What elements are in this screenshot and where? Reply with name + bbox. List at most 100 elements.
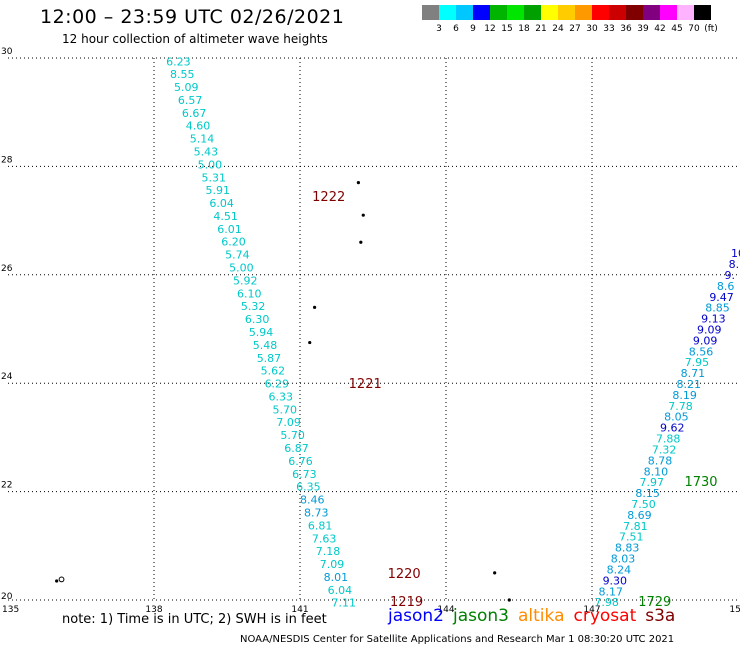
color-swatch-1 <box>439 5 456 20</box>
color-scale-label: 70 <box>688 24 700 34</box>
color-swatch-13 <box>643 5 660 20</box>
island-dot <box>361 213 365 217</box>
time-label: 1730 <box>684 475 717 490</box>
y-tick-label: 28 <box>1 155 13 165</box>
swh-value-label: 8.10 <box>644 465 669 478</box>
legend-item-cryosat: cryosat <box>573 606 637 626</box>
swh-value-label: 8.73 <box>304 506 329 519</box>
chart-title: 12:00 – 23:59 UTC 02/26/2021 <box>40 6 345 28</box>
swh-value-label: 9.09 <box>697 323 722 336</box>
swh-value-label: 7.09 <box>320 558 345 571</box>
color-scale-label: 3 <box>436 24 442 34</box>
swh-value-label: 8.05 <box>664 411 689 424</box>
swh-value-label: 7.11 <box>332 597 357 610</box>
swh-value-label: 5.09 <box>174 81 199 94</box>
swh-value-label: 9.09 <box>693 334 718 347</box>
legend-item-jason3: jason3 <box>453 606 509 626</box>
color-scale-label: 15 <box>501 24 513 34</box>
swh-value-label: 6.73 <box>292 468 317 481</box>
island-dot <box>356 181 360 185</box>
swh-value-label: 6.04 <box>328 584 353 597</box>
swh-value-label: 8.69 <box>627 509 652 522</box>
swh-value-label: 6.23 <box>166 55 191 68</box>
swh-value-label: 6.67 <box>182 107 207 120</box>
y-tick-label: 20 <box>1 592 13 602</box>
swh-value-label: 6.87 <box>284 442 309 455</box>
color-scale-label: 12 <box>484 24 496 34</box>
swh-value-label: 9.62 <box>660 422 685 435</box>
swh-value-label: 6.57 <box>178 94 203 107</box>
swh-value-label: 5.70 <box>280 429 305 442</box>
x-tick-label: 135 <box>2 605 19 615</box>
color-swatch-2 <box>456 5 473 20</box>
swh-value-label: 5.48 <box>253 339 278 352</box>
x-tick-label: 147 <box>583 605 600 615</box>
swh-value-label: 7.78 <box>668 400 693 413</box>
swh-value-label: 7.95 <box>685 356 710 369</box>
swh-value-label: 5.31 <box>202 171 227 184</box>
swh-value-label: 6.35 <box>296 481 321 494</box>
swh-value-label: 8.55 <box>170 68 195 81</box>
swh-value-label: 5.92 <box>233 274 258 287</box>
x-tick-label: 144 <box>437 605 454 615</box>
legend-item-jason2: jason2 <box>388 606 444 626</box>
color-swatch-5 <box>507 5 524 20</box>
y-tick-label: 30 <box>1 47 13 57</box>
color-swatch-12 <box>626 5 643 20</box>
credit-line: NOAA/NESDIS Center for Satellite Applica… <box>240 634 675 645</box>
swh-value-label: 6.29 <box>265 378 290 391</box>
swh-value-label: 8.19 <box>672 389 697 402</box>
color-swatch-11 <box>609 5 626 20</box>
swh-value-label: 5.43 <box>194 145 219 158</box>
chart-subtitle: 12 hour collection of altimeter wave hei… <box>62 32 328 46</box>
swh-value-label: 10 <box>731 247 740 260</box>
color-scale-label: 45 <box>671 24 683 34</box>
swh-value-label: 9.47 <box>709 291 734 304</box>
color-swatch-0 <box>422 5 439 20</box>
color-scale-label: 6 <box>453 24 459 34</box>
swh-value-label: 8.21 <box>676 378 701 391</box>
swh-value-label: 8. <box>729 258 740 271</box>
swh-value-label: 4.51 <box>213 210 238 223</box>
time-label: 1222 <box>312 190 345 205</box>
color-swatch-4 <box>490 5 507 20</box>
color-scale-label: 27 <box>569 24 581 34</box>
swh-value-label: 5.94 <box>249 326 274 339</box>
y-tick-label: 24 <box>1 372 13 382</box>
color-scale-label: (ft) <box>704 24 718 34</box>
swh-value-label: 7.51 <box>619 531 644 544</box>
x-tick-label: 150 <box>729 605 740 615</box>
swh-value-label: 5.70 <box>272 403 297 416</box>
color-swatch-10 <box>592 5 609 20</box>
swh-value-label: 5.00 <box>198 158 223 171</box>
legend-item-s3a: s3a <box>645 606 676 626</box>
time-label: 1219 <box>390 595 423 610</box>
color-scale-label: 21 <box>535 24 547 34</box>
color-scale-label: 18 <box>518 24 530 34</box>
swh-value-label: 8.78 <box>648 454 673 467</box>
swh-value-label: 5.91 <box>205 184 230 197</box>
swh-value-label: 5.14 <box>190 133 215 146</box>
swh-value-label: 6.20 <box>221 236 246 249</box>
swh-value-label: 8.6 <box>717 280 735 293</box>
swh-value-label: 6.81 <box>308 519 333 532</box>
swh-value-label: 8.85 <box>705 302 730 315</box>
color-scale-label: 39 <box>637 24 649 34</box>
color-scale-label: 33 <box>603 24 615 34</box>
swh-value-label: 5.00 <box>229 262 254 275</box>
x-tick-label: 138 <box>145 605 162 615</box>
color-swatch-15 <box>677 5 694 20</box>
swh-value-label: 8.15 <box>635 487 660 500</box>
color-swatch-3 <box>473 5 490 20</box>
swh-value-label: 5.87 <box>257 352 282 365</box>
swh-value-label: 7.18 <box>316 545 341 558</box>
swh-value-label: 5.74 <box>225 249 250 262</box>
swh-value-label: 6.04 <box>209 197 234 210</box>
color-scale-label: 36 <box>620 24 632 34</box>
swh-value-label: 8.24 <box>607 563 632 576</box>
swh-value-label: 7.09 <box>276 416 301 429</box>
swh-value-label: 8.46 <box>300 494 325 507</box>
swh-value-label: 7.81 <box>623 520 648 533</box>
island-dot <box>493 571 497 575</box>
